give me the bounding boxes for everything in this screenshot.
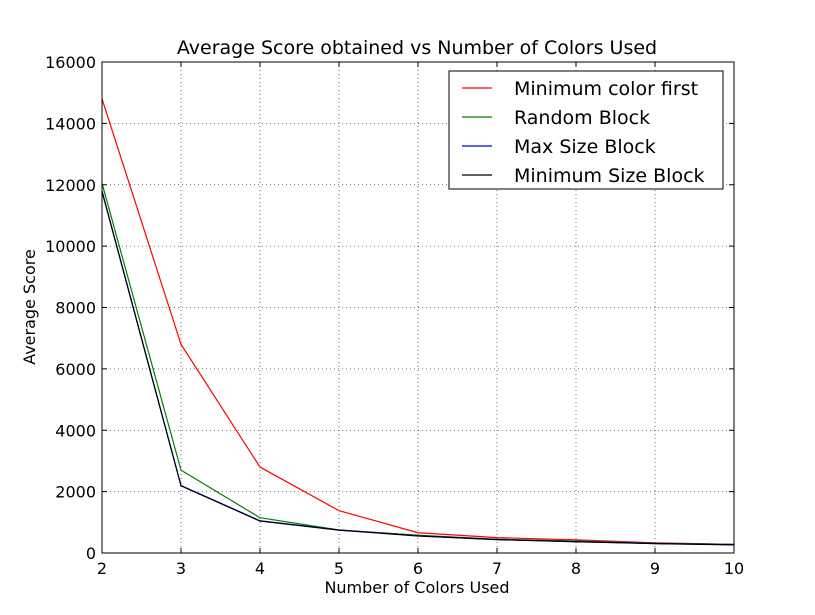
axis-ticks: 2 3 4 5 6 7 8 9 10 0 2000 4000 6000 8000 10000 12000 140… [45,53,744,578]
legend-label: Minimum Size Block [514,165,705,187]
plot-lines [101,98,735,546]
legend-label: Max Size Block [514,136,656,158]
x-tick-label: 3 [176,559,186,578]
x-tick-label: 5 [334,559,344,578]
y-tick-label: 6000 [55,360,96,379]
y-tick-label: 14000 [45,114,96,133]
y-axis-title: Average Score [20,249,39,365]
legend-box [448,70,724,190]
x-axis-title: Number of Colors Used [324,578,509,597]
legend-label: Random Block [514,107,650,129]
x-tick-label: 2 [97,559,107,578]
x-tick-label: 9 [650,559,660,578]
y-tick-label: 10000 [45,237,96,256]
y-tick-label: 2000 [55,483,96,502]
x-tick-label: 8 [571,559,581,578]
x-tick-label: 7 [492,559,502,578]
x-tick-label: 4 [255,559,265,578]
legend: Minimum color first Random Block Max Size … [448,70,724,190]
legend-label: Minimum color first [514,78,698,100]
y-tick-label: 12000 [45,176,96,195]
y-tick-label: 8000 [55,299,96,318]
x-tick-label: 10 [724,559,744,578]
y-tick-label: 16000 [45,53,96,72]
chart-title: Average Score obtained vs Number of Colo… [177,37,657,59]
y-tick-label: 0 [86,544,96,563]
x-tick-label: 6 [413,559,423,578]
series-line-4 [101,191,735,546]
y-tick-label: 4000 [55,421,96,440]
series-line-1 [101,98,735,546]
